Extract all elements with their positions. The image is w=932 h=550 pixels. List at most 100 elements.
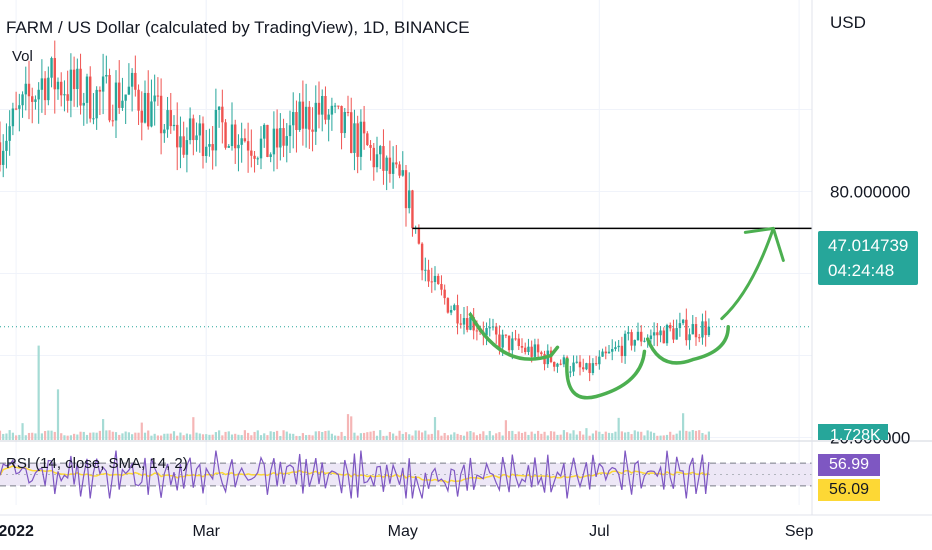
candle-body bbox=[669, 325, 672, 329]
candle-body bbox=[556, 363, 559, 367]
current-price-badge bbox=[818, 231, 918, 285]
volume-bar bbox=[98, 430, 101, 440]
volume-bar bbox=[501, 435, 504, 440]
volume-bar bbox=[163, 433, 166, 440]
candle-body bbox=[198, 123, 201, 136]
volume-bar bbox=[569, 433, 572, 440]
candle-body bbox=[288, 125, 292, 137]
candle-body bbox=[101, 76, 105, 92]
volume-bar bbox=[572, 430, 575, 440]
volume-bar bbox=[272, 431, 275, 440]
candle-body bbox=[214, 109, 218, 151]
volume-bar bbox=[566, 432, 569, 440]
volume-bar bbox=[288, 433, 292, 440]
volume-bar bbox=[388, 431, 391, 440]
volume-bar bbox=[185, 433, 188, 440]
candle-body bbox=[14, 108, 18, 110]
candle-body bbox=[340, 106, 343, 134]
candle-body bbox=[337, 105, 340, 107]
candle-body bbox=[604, 351, 607, 354]
candle-body bbox=[98, 89, 102, 92]
volume-bar bbox=[591, 433, 594, 440]
price-tick-label: 80.000000 bbox=[830, 183, 910, 202]
candle-body bbox=[636, 331, 640, 340]
candle-body bbox=[611, 349, 614, 352]
volume-bar bbox=[440, 435, 443, 440]
volume-bar bbox=[511, 430, 514, 440]
time-tick-label: May bbox=[388, 523, 418, 540]
volume-bar bbox=[517, 431, 520, 440]
volume-bar bbox=[392, 433, 395, 440]
volume-bar bbox=[411, 435, 414, 440]
candle-body bbox=[594, 363, 598, 365]
volume-bar bbox=[353, 432, 356, 440]
volume-bar bbox=[66, 435, 69, 440]
volume-bar bbox=[221, 435, 224, 440]
volume-bar bbox=[198, 433, 201, 440]
candle-body bbox=[453, 305, 456, 311]
candle-body bbox=[0, 142, 2, 165]
candle-body bbox=[582, 367, 585, 370]
volume-bar bbox=[334, 435, 337, 440]
candle-body bbox=[127, 86, 131, 95]
volume-bar bbox=[504, 420, 507, 440]
candle-body bbox=[201, 123, 205, 157]
candle-body bbox=[8, 126, 11, 141]
candle-body bbox=[372, 147, 375, 168]
volume-bar bbox=[530, 431, 533, 440]
volume-bar bbox=[601, 433, 604, 440]
candle-body bbox=[633, 339, 636, 346]
volume-bar bbox=[653, 432, 656, 440]
candle-body bbox=[221, 106, 224, 123]
candle-body bbox=[704, 321, 707, 336]
volume-bar bbox=[53, 431, 56, 440]
volume-bar bbox=[21, 423, 24, 440]
volume-bar bbox=[56, 389, 60, 440]
candle-body bbox=[176, 124, 179, 148]
candle-body bbox=[681, 319, 685, 324]
candle-body bbox=[398, 164, 401, 176]
volume-bar bbox=[18, 434, 21, 440]
candle-body bbox=[524, 347, 527, 353]
candle-body bbox=[701, 321, 704, 338]
volume-bar bbox=[150, 435, 153, 440]
candle-body bbox=[443, 289, 446, 299]
candle-body bbox=[652, 332, 656, 336]
candle-body bbox=[304, 106, 308, 129]
volume-bar bbox=[488, 430, 491, 440]
volume-bar bbox=[379, 430, 382, 440]
candle-body bbox=[298, 101, 301, 130]
volume-bar bbox=[675, 433, 678, 440]
candle-body bbox=[411, 190, 414, 229]
candle-body bbox=[66, 94, 69, 101]
candle-body bbox=[698, 337, 701, 339]
volume-bar bbox=[118, 434, 121, 440]
candle-body bbox=[111, 120, 114, 122]
volume-bar bbox=[611, 433, 614, 440]
candle-body bbox=[327, 114, 330, 120]
candle-body bbox=[240, 138, 243, 145]
candle-body bbox=[105, 75, 108, 77]
candle-body bbox=[185, 140, 189, 155]
volume-bar bbox=[624, 432, 627, 440]
volume-bar bbox=[469, 430, 472, 440]
candle-body bbox=[266, 124, 269, 157]
candle-body bbox=[21, 94, 24, 106]
volume-bar bbox=[218, 430, 221, 440]
volume-bar bbox=[5, 433, 8, 440]
volume-bar bbox=[459, 434, 462, 440]
candle-body bbox=[585, 363, 588, 370]
candle-body bbox=[707, 326, 711, 336]
candle-body bbox=[169, 110, 172, 127]
candle-body bbox=[427, 269, 430, 282]
volume-bar bbox=[495, 433, 498, 440]
candle-body bbox=[511, 338, 514, 351]
candle-body bbox=[688, 334, 691, 341]
current-price-countdown: 04:24:48 bbox=[828, 261, 895, 280]
candle-body bbox=[530, 346, 533, 357]
candle-body bbox=[466, 318, 469, 330]
volume-bar bbox=[111, 431, 114, 440]
candle-body bbox=[179, 136, 182, 148]
volume-bar bbox=[337, 435, 340, 440]
candle-body bbox=[263, 124, 266, 139]
